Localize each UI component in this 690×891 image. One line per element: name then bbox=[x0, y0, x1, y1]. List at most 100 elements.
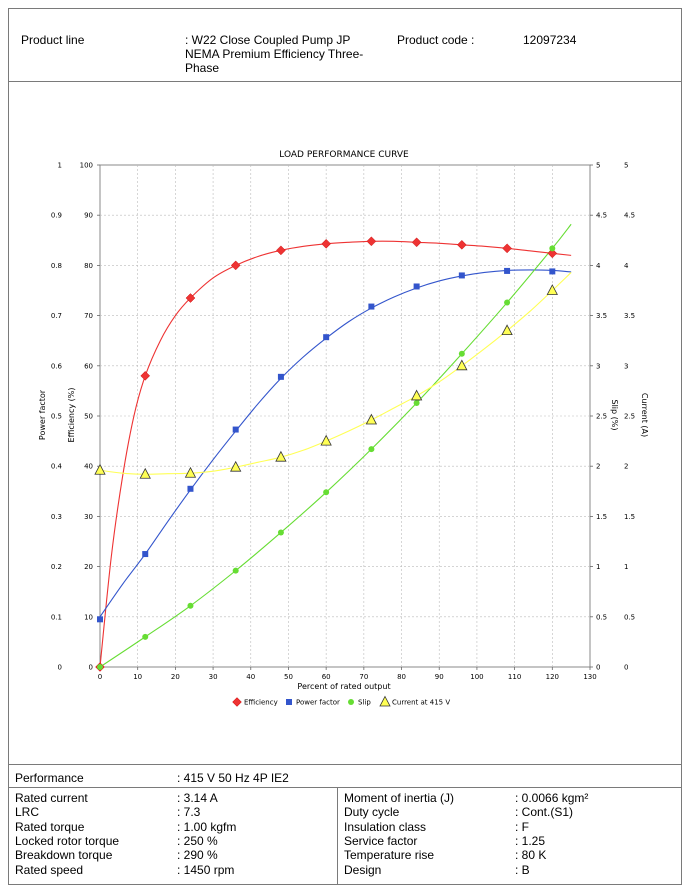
x-tick-label: 130 bbox=[583, 673, 596, 681]
data-point-slip bbox=[413, 399, 420, 406]
performance-divider bbox=[9, 787, 681, 788]
data-point-slip bbox=[97, 664, 103, 670]
x-tick-label: 50 bbox=[284, 673, 293, 681]
current-tick-label: 0.5 bbox=[624, 613, 635, 621]
data-point-slip bbox=[232, 567, 239, 574]
data-point-slip bbox=[277, 529, 284, 536]
data-point-power-factor bbox=[277, 373, 284, 380]
x-tick-label: 110 bbox=[508, 673, 521, 681]
data-point-current-at-415-v bbox=[501, 324, 513, 336]
efficiency-tick-label: 70 bbox=[84, 312, 93, 320]
spec-label: Locked rotor torque bbox=[15, 833, 120, 848]
chart-markers bbox=[94, 236, 558, 672]
spec-label: Breakdown torque bbox=[15, 848, 113, 863]
slip-tick-label: 1.5 bbox=[596, 513, 607, 521]
slip-tick-label: 3 bbox=[596, 362, 600, 370]
spec-value: : Cont.(S1) bbox=[515, 805, 574, 820]
data-point-power-factor bbox=[97, 616, 103, 623]
spec-label: LRC bbox=[15, 805, 40, 820]
specs-column-divider bbox=[337, 787, 338, 884]
data-point-power-factor bbox=[504, 267, 511, 274]
power-factor-tick-label: 1 bbox=[58, 162, 62, 170]
spec-label: Design bbox=[344, 862, 382, 877]
legend-marker bbox=[348, 699, 354, 705]
data-point-current-at-415-v bbox=[275, 450, 287, 462]
product-line-value: : W22 Close Coupled Pump JP NEMA Premium… bbox=[185, 33, 364, 75]
x-tick-label: 120 bbox=[546, 673, 559, 681]
slip-axis-label: Slip (%) bbox=[610, 400, 619, 431]
current-tick-label: 4.5 bbox=[624, 212, 635, 220]
x-tick-label: 60 bbox=[322, 673, 331, 681]
data-point-slip bbox=[142, 633, 149, 640]
performance-label: Performance bbox=[15, 771, 84, 785]
x-tick-label: 30 bbox=[209, 673, 218, 681]
efficiency-tick-label: 0 bbox=[89, 664, 93, 672]
current-tick-label: 2.5 bbox=[624, 413, 635, 421]
chart-legend: Efficiency Power factor Slip Current at 415… bbox=[232, 695, 450, 707]
data-point-power-factor bbox=[232, 426, 239, 433]
series-line-power-factor bbox=[99, 269, 572, 618]
spec-label: Rated torque bbox=[15, 819, 85, 834]
efficiency-tick-label: 60 bbox=[84, 362, 93, 370]
chart-axes: 0 10 20 30 40 50 60 70 80 90 100 110 120 13000.10.20.… bbox=[51, 162, 635, 682]
chart-grid bbox=[99, 164, 591, 668]
power-factor-axis-label: Power factor bbox=[38, 389, 47, 440]
power-factor-tick-label: 0.7 bbox=[51, 312, 62, 320]
spec-value: : 3.14 A bbox=[177, 791, 218, 805]
slip-tick-label: 1 bbox=[596, 563, 600, 571]
power-factor-tick-label: 0.3 bbox=[51, 513, 62, 521]
data-point-slip bbox=[504, 299, 511, 306]
legend-label: Power factor bbox=[296, 699, 340, 707]
legend-marker bbox=[232, 697, 242, 707]
data-point-slip bbox=[368, 446, 375, 453]
efficiency-tick-label: 50 bbox=[84, 413, 93, 421]
slip-tick-label: 4 bbox=[596, 262, 601, 270]
chart-title: LOAD PERFORMANCE CURVE bbox=[279, 150, 409, 160]
data-point-power-factor bbox=[413, 283, 420, 290]
data-point-slip bbox=[458, 350, 465, 357]
data-point-power-factor bbox=[458, 272, 465, 279]
slip-tick-label: 4.5 bbox=[596, 212, 607, 220]
data-point-current-at-415-v bbox=[365, 413, 378, 425]
data-point-slip bbox=[323, 489, 330, 496]
efficiency-axis-label: Efficiency (%) bbox=[67, 388, 76, 443]
spec-label: Rated current bbox=[15, 791, 88, 805]
spec-value: : B bbox=[515, 862, 530, 877]
current-tick-label: 1.5 bbox=[624, 513, 635, 521]
x-tick-label: 80 bbox=[397, 673, 406, 681]
data-point-efficiency bbox=[321, 238, 332, 249]
performance-box: Performance : 415 V 50 Hz 4P IE2 Rated c… bbox=[8, 764, 682, 885]
slip-tick-label: 2.5 bbox=[596, 413, 607, 421]
data-point-efficiency bbox=[547, 248, 558, 259]
efficiency-tick-label: 30 bbox=[84, 513, 93, 521]
efficiency-tick-label: 40 bbox=[84, 463, 93, 471]
spec-value: : 1.25 bbox=[515, 833, 546, 848]
spec-value: : 1450 rpm bbox=[177, 862, 235, 877]
series-line-current-at-415-v bbox=[99, 272, 572, 475]
data-point-efficiency bbox=[366, 236, 377, 247]
slip-tick-label: 0.5 bbox=[596, 613, 607, 621]
efficiency-tick-label: 90 bbox=[84, 212, 93, 220]
data-point-current-at-415-v bbox=[546, 284, 558, 295]
spec-value: : 250 % bbox=[177, 833, 218, 848]
data-point-current-at-415-v bbox=[456, 359, 468, 371]
spec-label: Service factor bbox=[344, 833, 418, 848]
x-tick-label: 100 bbox=[470, 673, 483, 681]
data-point-current-at-415-v bbox=[184, 466, 197, 478]
power-factor-tick-label: 0.8 bbox=[51, 262, 62, 270]
spec-label: Moment of inertia (J) bbox=[344, 791, 455, 805]
data-point-power-factor bbox=[187, 485, 194, 492]
spec-value: : 290 % bbox=[177, 848, 218, 863]
data-point-current-at-415-v bbox=[410, 389, 423, 401]
spec-value: : 80 K bbox=[515, 848, 547, 863]
data-point-current-at-415-v bbox=[94, 463, 106, 475]
data-point-efficiency bbox=[456, 239, 467, 250]
power-factor-tick-label: 0.6 bbox=[51, 362, 63, 370]
data-point-current-at-415-v bbox=[139, 467, 151, 479]
x-tick-label: 90 bbox=[435, 673, 444, 681]
x-tick-label: 70 bbox=[359, 673, 368, 681]
current-tick-label: 0 bbox=[624, 664, 628, 672]
data-point-power-factor bbox=[142, 551, 149, 558]
data-point-slip bbox=[187, 602, 194, 609]
